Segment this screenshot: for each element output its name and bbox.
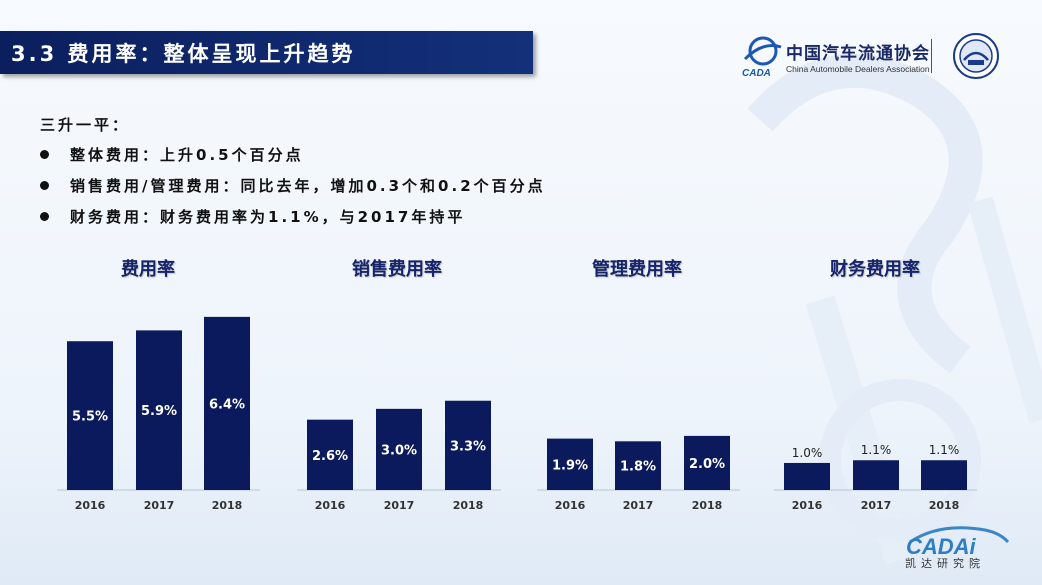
data-label: 2.6% bbox=[312, 449, 348, 464]
x-tick-label: 2018 bbox=[929, 499, 960, 512]
data-label: 5.9% bbox=[141, 404, 177, 419]
bullet-text: 整体费用：上升0.5个百分点 bbox=[70, 146, 304, 164]
bar bbox=[204, 316, 250, 490]
cada-logo-icon: CADA bbox=[742, 36, 782, 79]
data-label: 6.4% bbox=[209, 397, 245, 412]
x-tick-label: 2017 bbox=[144, 499, 175, 512]
data-label: 1.8% bbox=[620, 460, 656, 475]
footer-brand: CADAi bbox=[906, 534, 977, 559]
bullet-intro: 三升一平： bbox=[40, 116, 131, 134]
x-tick-label: 2017 bbox=[623, 499, 654, 512]
chart-title-expense-rate: 费用率 bbox=[121, 259, 175, 280]
bar bbox=[136, 330, 182, 490]
chart-title-sales-expense-rate: 销售费用率 bbox=[352, 259, 442, 280]
bar bbox=[307, 419, 353, 490]
bar bbox=[921, 460, 967, 490]
bullet-dot-icon bbox=[40, 150, 49, 159]
logo-text: CADA bbox=[742, 68, 771, 79]
data-label: 1.1% bbox=[929, 443, 960, 457]
bullet-item: 销售费用/管理费用：同比去年，增加0.3个和0.2个百分点 bbox=[40, 175, 546, 206]
bullet-dot-icon bbox=[40, 181, 49, 190]
bullet-item: 财务费用：财务费用率为1.1%，与2017年持平 bbox=[40, 206, 546, 237]
bar bbox=[853, 460, 899, 490]
bullet-dot-icon bbox=[40, 212, 49, 221]
x-tick-label: 2017 bbox=[384, 499, 415, 512]
data-label: 3.0% bbox=[381, 443, 417, 458]
x-tick-label: 2018 bbox=[212, 499, 243, 512]
bullet-item: 整体费用：上升0.5个百分点 bbox=[40, 144, 546, 175]
x-tick-label: 2016 bbox=[792, 499, 823, 512]
bar bbox=[684, 435, 730, 490]
x-tick-label: 2016 bbox=[75, 499, 106, 512]
org-name-cn: 中国汽车流通协会 bbox=[786, 44, 930, 64]
page-title: 3.3 费用率：整体呈现上升趋势 bbox=[11, 42, 356, 66]
footer-name: 凯达研究院 bbox=[905, 557, 985, 570]
org-name-en: China Automobile Dealers Association bbox=[786, 64, 930, 74]
data-label: 1.0% bbox=[792, 446, 823, 460]
logo-divider bbox=[931, 39, 932, 73]
bullet-text: 销售费用/管理费用：同比去年，增加0.3个和0.2个百分点 bbox=[70, 177, 546, 195]
bar bbox=[445, 400, 491, 490]
association-seal-icon bbox=[953, 33, 999, 79]
data-label: 3.3% bbox=[450, 439, 486, 454]
x-tick-label: 2018 bbox=[453, 499, 484, 512]
x-tick-label: 2016 bbox=[555, 499, 586, 512]
data-label: 5.5% bbox=[72, 410, 108, 425]
data-label: 1.9% bbox=[552, 458, 588, 473]
x-tick-label: 2018 bbox=[692, 499, 723, 512]
cadai-logo-icon: CADAi bbox=[906, 526, 1010, 559]
bullet-text: 财务费用：财务费用率为1.1%，与2017年持平 bbox=[70, 208, 466, 226]
bar bbox=[67, 341, 113, 490]
bar bbox=[784, 462, 830, 490]
bar bbox=[547, 438, 593, 490]
data-label: 1.1% bbox=[861, 443, 892, 457]
x-tick-label: 2016 bbox=[315, 499, 346, 512]
org-logo-area: CADA 中国汽车流通协会 China Automobile Dealers A… bbox=[740, 33, 1040, 81]
title-bar: 3.3 费用率：整体呈现上升趋势 bbox=[0, 31, 533, 74]
chart-title-admin-expense-rate: 管理费用率 bbox=[592, 259, 682, 280]
bar bbox=[615, 441, 661, 490]
bullet-section: 三升一平： 整体费用：上升0.5个百分点 销售费用/管理费用：同比去年，增加0.… bbox=[40, 114, 546, 237]
chart-title-finance-expense-rate: 财务费用率 bbox=[830, 259, 920, 280]
data-label: 2.0% bbox=[689, 457, 725, 472]
bar bbox=[376, 408, 422, 490]
x-tick-label: 2017 bbox=[861, 499, 892, 512]
